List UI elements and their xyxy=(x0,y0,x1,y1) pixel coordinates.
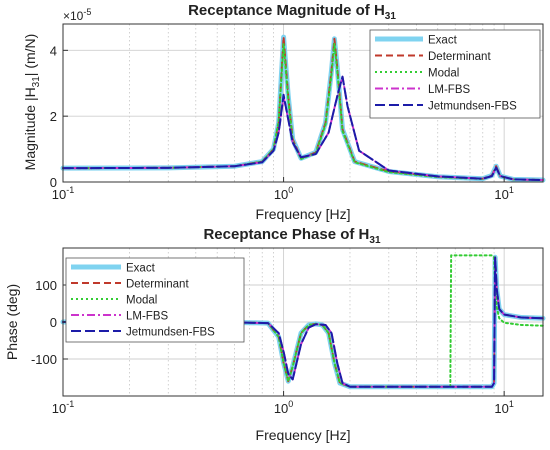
series-line-jetmundsen-fbs xyxy=(62,256,544,388)
phase-legend-box xyxy=(65,257,245,343)
magnitude-lines xyxy=(60,34,546,183)
legend-item: Exact xyxy=(71,263,156,275)
ytick-label: 2 xyxy=(50,109,57,124)
magnitude-legend-box xyxy=(369,29,541,119)
legend-item: Modal xyxy=(375,68,459,80)
legend-label: Exact xyxy=(428,35,458,47)
phase-title: Receptance Phase of H31 xyxy=(203,226,380,246)
legend-label: Modal xyxy=(428,68,459,80)
xtick-label: 101 xyxy=(494,185,513,202)
xtick-label: 100 xyxy=(274,399,293,416)
legend-item: LM-FBS xyxy=(71,311,169,323)
xtick-label: 10-1 xyxy=(52,185,74,202)
magnitude-legend: Exact Determinant Modal LM-FBS Jetmundsen-FB… xyxy=(369,29,541,119)
legend-item: Determinant xyxy=(375,51,491,63)
series-line-jetmundsen-fbs xyxy=(62,75,544,182)
magnitude-panel: Receptance Magnitude of H31 ×10-5 0 2 4 10… xyxy=(22,2,546,222)
legend-item: Jetmundsen-FBS xyxy=(375,101,517,113)
magnitude-xticks: 10-1 100 101 xyxy=(52,177,514,202)
legend-label: Determinant xyxy=(126,279,189,291)
phase-ylabel: Phase (deg) xyxy=(4,284,20,360)
legend-item: Modal xyxy=(71,295,157,307)
phase-panel: Receptance Phase of H31 -100 0 100 10-1 100… xyxy=(4,226,546,443)
ytick-label: 0 xyxy=(50,175,57,190)
phase-xticks: 10-1 100 101 xyxy=(52,391,514,416)
magnitude-xlabel: Frequency [Hz] xyxy=(256,206,351,222)
phase-xlabel: Frequency [Hz] xyxy=(256,427,351,443)
legend-label: Exact xyxy=(126,263,156,275)
xtick-label: 100 xyxy=(274,185,293,202)
ytick-label: -100 xyxy=(31,352,57,367)
legend-label: Determinant xyxy=(428,51,491,63)
legend-item: Exact xyxy=(375,35,458,47)
ytick-label: 4 xyxy=(50,43,57,58)
legend-item: Determinant xyxy=(71,279,189,291)
magnitude-title: Receptance Magnitude of H31 xyxy=(188,2,396,22)
xtick-label: 101 xyxy=(494,399,513,416)
series-line-modal xyxy=(62,254,544,388)
legend-item: LM-FBS xyxy=(375,84,471,96)
legend-label: LM-FBS xyxy=(428,84,471,96)
ytick-label: 100 xyxy=(35,278,57,293)
phase-yticks: -100 0 100 xyxy=(31,278,68,367)
legend-label: Jetmundsen-FBS xyxy=(428,101,517,113)
magnitude-plot-frame xyxy=(62,23,544,183)
magnitude-yticks: 0 2 4 xyxy=(50,43,68,190)
magnitude-multiplier: ×10-5 xyxy=(63,7,91,23)
legend-label: Modal xyxy=(126,295,157,307)
legend-item: Jetmundsen-FBS xyxy=(71,327,215,339)
legend-label: LM-FBS xyxy=(126,311,169,323)
ytick-label: 0 xyxy=(50,315,57,330)
phase-legend: Exact Determinant Modal LM-FBS Jetmundsen-FB… xyxy=(65,257,245,343)
xtick-label: 10-1 xyxy=(52,399,74,416)
legend-label: Jetmundsen-FBS xyxy=(126,327,215,339)
phase-lines xyxy=(60,254,546,390)
magnitude-ylabel: Magnitude |H31| (m/N) xyxy=(22,34,42,171)
